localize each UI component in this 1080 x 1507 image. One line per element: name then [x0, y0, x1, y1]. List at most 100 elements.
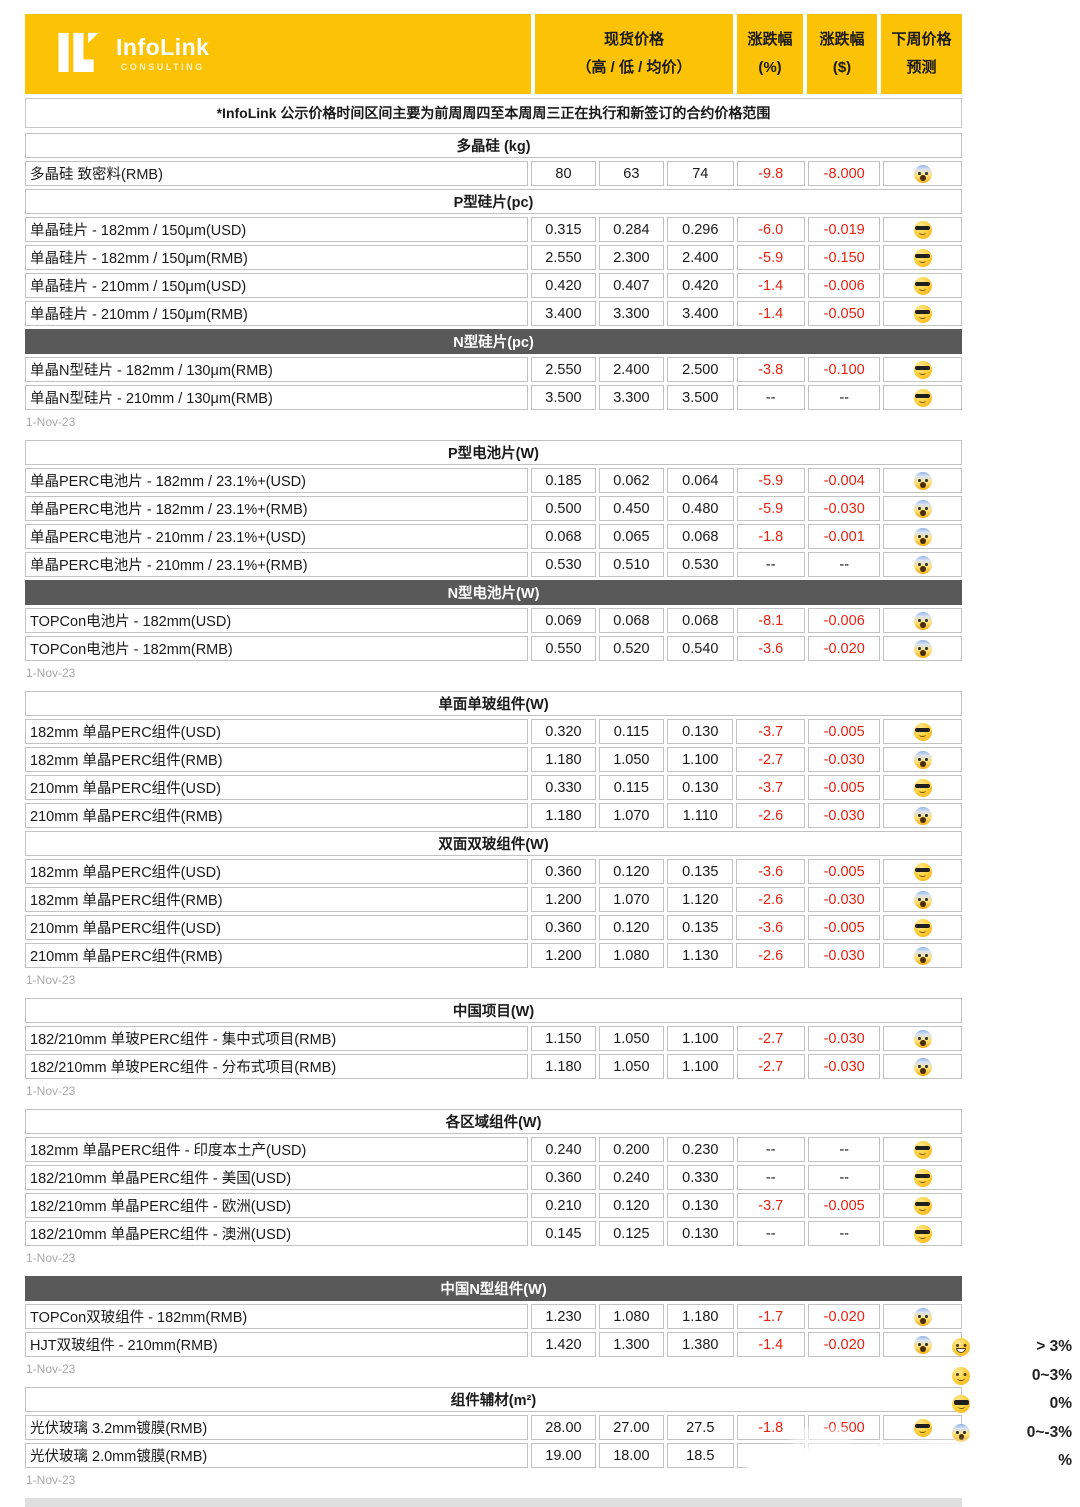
forecast-cell — [883, 1054, 962, 1079]
low-price-cell: 1.050 — [598, 1054, 665, 1079]
avg-price-cell: 1.120 — [667, 887, 734, 912]
change-pct-cell: -- — [736, 552, 805, 577]
forecast-cell — [883, 1304, 962, 1329]
sunglasses-emoji — [913, 862, 932, 881]
watermark-smudge — [934, 1445, 1052, 1487]
avg-price-cell: 1.100 — [667, 1054, 734, 1079]
table-row: 单晶硅片 - 210mm / 150μm(USD) 0.420 0.407 0.420… — [25, 273, 962, 298]
change-pct-cell: -3.6 — [736, 859, 805, 884]
date-label: 1-Nov-23 — [26, 666, 76, 680]
scream-emoji — [913, 499, 932, 518]
forecast-cell — [883, 245, 962, 270]
product-name-cell: 182/210mm 单玻PERC组件 - 分布式项目(RMB) — [25, 1054, 529, 1079]
price-table: 中国N型组件(W) TOPCon双玻组件 - 182mm(RMB) 1.230 1.0… — [22, 1273, 965, 1360]
low-price-cell: 27.00 — [598, 1415, 665, 1440]
change-pct-cell: -3.6 — [736, 915, 805, 940]
change-usd-cell: -0.005 — [807, 775, 881, 800]
change-usd-cell: -0.030 — [807, 887, 881, 912]
avg-price-cell: 1.100 — [667, 1026, 734, 1051]
product-name-cell: HJT双玻组件 - 210mm(RMB) — [25, 1332, 529, 1357]
product-name-cell: 182mm 单晶PERC组件(RMB) — [25, 747, 529, 772]
avg-price-cell: 74 — [667, 161, 734, 186]
product-name-cell: 182mm 单晶PERC组件(USD) — [25, 859, 529, 884]
date-label: 1-Nov-23 — [26, 973, 76, 987]
sunglasses-emoji — [913, 1140, 932, 1159]
high-price-cell: 1.180 — [531, 803, 596, 828]
product-name-cell: 182mm 单晶PERC组件(RMB) — [25, 887, 529, 912]
product-name-cell: 182/210mm 单晶PERC组件 - 欧洲(USD) — [25, 1193, 529, 1218]
table-row: 182/210mm 单晶PERC组件 - 欧洲(USD) 0.210 0.120 0.… — [25, 1193, 962, 1218]
forecast-cell — [883, 608, 962, 633]
avg-price-cell: 2.400 — [667, 245, 734, 270]
change-pct-cell: -1.8 — [736, 524, 805, 549]
change-pct-cell: -- — [736, 1137, 805, 1162]
section-title: 单面单玻组件(W) — [25, 691, 962, 716]
avg-price-cell: 3.400 — [667, 301, 734, 326]
high-price-cell: 1.150 — [531, 1026, 596, 1051]
change-usd-cell: -- — [807, 1165, 881, 1190]
low-price-cell: 1.080 — [598, 943, 665, 968]
price-table: 单面单玻组件(W) 182mm 单晶PERC组件(USD) 0.320 0.115 0.… — [22, 688, 965, 971]
table-row: 210mm 单晶PERC组件(USD) 0.360 0.120 0.135 -3.6 -0… — [25, 915, 962, 940]
legend-label: > 3% — [1036, 1338, 1072, 1356]
change-usd-cell: -0.030 — [807, 803, 881, 828]
product-name-cell: 182mm 单晶PERC组件 - 印度本土产(USD) — [25, 1137, 529, 1162]
change-pct-cell: -1.4 — [736, 273, 805, 298]
avg-price-cell: 0.330 — [667, 1165, 734, 1190]
report-page: InfoLink CONSULTING 现货价格 （高 / 低 / 均价） 涨跌… — [25, 14, 962, 1495]
section-header-row: 双面双玻组件(W) — [25, 831, 962, 856]
change-pct-cell: -2.7 — [736, 1026, 805, 1051]
table-row: TOPCon电池片 - 182mm(USD) 0.069 0.068 0.068 -8.… — [25, 608, 962, 633]
avg-price-cell: 0.540 — [667, 636, 734, 661]
section-title: 各区域组件(W) — [25, 1109, 962, 1134]
low-price-cell: 3.300 — [598, 301, 665, 326]
avg-price-cell: 18.5 — [667, 1443, 734, 1468]
forecast-cell — [883, 524, 962, 549]
price-table: 中国项目(W) 182/210mm 单玻PERC组件 - 集中式项目(RMB) 1.… — [22, 995, 965, 1082]
low-price-cell: 0.284 — [598, 217, 665, 242]
product-name-cell: 单晶PERC电池片 - 210mm / 23.1%+(USD) — [25, 524, 529, 549]
low-price-cell: 0.510 — [598, 552, 665, 577]
sunglasses-emoji — [913, 778, 932, 797]
avg-price-cell: 0.068 — [667, 608, 734, 633]
table-row: 单晶硅片 - 182mm / 150μm(RMB) 2.550 2.300 2.400… — [25, 245, 962, 270]
change-pct-cell: -1.4 — [736, 1332, 805, 1357]
section-header-row: 中国N型组件(W) — [25, 1276, 962, 1301]
high-price-cell: 1.230 — [531, 1304, 596, 1329]
low-price-cell: 0.407 — [598, 273, 665, 298]
legend-label: 0~-3% — [1026, 1423, 1072, 1441]
forecast-cell — [883, 943, 962, 968]
high-price-cell: 0.210 — [531, 1193, 596, 1218]
low-price-cell: 0.120 — [598, 915, 665, 940]
scream-emoji — [913, 1029, 932, 1048]
avg-price-cell: 0.530 — [667, 552, 734, 577]
product-name-cell: 单晶硅片 - 210mm / 150μm(RMB) — [25, 301, 529, 326]
section-title: P型电池片(W) — [25, 440, 962, 465]
product-name-cell: TOPCon电池片 - 182mm(RMB) — [25, 636, 529, 661]
date-label: 1-Nov-23 — [26, 1084, 76, 1098]
low-price-cell: 0.062 — [598, 468, 665, 493]
high-price-cell: 2.550 — [531, 245, 596, 270]
high-price-cell: 0.330 — [531, 775, 596, 800]
low-price-cell: 0.120 — [598, 1193, 665, 1218]
change-usd-cell: -0.030 — [807, 747, 881, 772]
low-price-cell: 0.520 — [598, 636, 665, 661]
scream-emoji — [913, 1307, 932, 1326]
high-price-cell: 3.400 — [531, 301, 596, 326]
forecast-cell — [883, 1165, 962, 1190]
product-name-cell: 182/210mm 单晶PERC组件 - 澳洲(USD) — [25, 1221, 529, 1246]
product-name-cell: TOPCon电池片 - 182mm(USD) — [25, 608, 529, 633]
low-price-cell: 1.050 — [598, 1026, 665, 1051]
scream-emoji — [913, 164, 932, 183]
high-price-cell: 0.068 — [531, 524, 596, 549]
brand-name: InfoLink — [116, 33, 210, 60]
forecast-cell — [883, 357, 962, 382]
forecast-cell — [883, 915, 962, 940]
change-pct-cell: -8.1 — [736, 608, 805, 633]
change-pct-cell: -- — [736, 1221, 805, 1246]
sunglasses-emoji — [952, 1395, 970, 1414]
forecast-subtitle: 预测 — [906, 59, 937, 76]
table-row: 单晶N型硅片 - 210mm / 130μm(RMB) 3.500 3.300 3.5… — [25, 385, 962, 410]
change-pct-cell: -2.7 — [736, 747, 805, 772]
forecast-cell — [883, 217, 962, 242]
